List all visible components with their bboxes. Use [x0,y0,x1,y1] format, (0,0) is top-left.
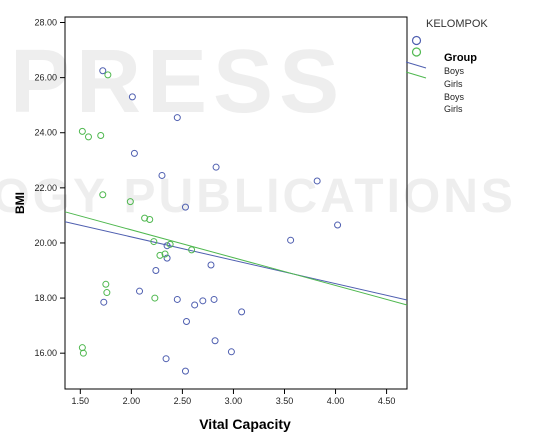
watermark-small: LOGY PUBLICATIONS [0,170,516,223]
point-girls [99,191,107,199]
x-axis: 1.50 2.00 2.50 3.00 3.50 4.00 4.50 [72,389,396,406]
point-boys [100,298,108,306]
x-axis-label: Vital Capacity [199,416,291,432]
plot-frame [64,16,408,390]
point-boys [313,177,321,185]
point-boys [212,163,220,171]
point-girls [103,289,111,297]
point-girls [161,250,169,258]
y-tick-label: 24.00 [34,128,57,138]
legend-entry-2: Girls [444,79,463,89]
fit-lines [64,211,408,306]
fit-line-girls [64,211,408,306]
point-girls [97,131,105,139]
y-tick-label: 28.00 [34,18,57,28]
point-boys [181,203,189,211]
y-tick-label: 26.00 [34,73,57,83]
point-boys [173,295,181,303]
point-boys [99,67,107,75]
point-girls [104,71,112,79]
x-tick-label: 1.50 [72,396,90,406]
point-girls [141,214,149,222]
x-tick-label: 4.50 [378,396,396,406]
point-girls [84,133,92,141]
point-boys [128,93,136,101]
legend-entry-1: Boys [444,66,465,76]
y-axis: 16.00 18.00 20.00 22.00 24.00 26.00 28.00 [34,18,65,358]
point-girls [78,127,86,135]
point-boys [207,261,215,269]
legend-entry-3: Boys [444,92,465,102]
legend-line-girls [405,71,427,79]
y-tick-label: 18.00 [34,293,57,303]
point-girls [102,280,110,288]
point-boys [181,367,189,375]
point-boys [199,297,207,305]
legend-line-boys [405,61,427,69]
x-tick-label: 2.50 [174,396,192,406]
point-boys [191,301,199,309]
watermark: PRESS LOGY PUBLICATIONS [0,32,516,223]
data-points [78,67,342,375]
point-boys [334,221,342,229]
point-girls [151,294,159,302]
point-girls [79,349,87,357]
x-tick-label: 4.00 [327,396,345,406]
point-girls [146,216,154,224]
point-boys [130,149,138,157]
legend-marker-boys [411,35,422,46]
point-girls [156,251,164,259]
point-boys [287,236,295,244]
y-axis-label: BMI [13,192,27,214]
fit-line-boys [64,221,408,301]
point-boys [136,287,144,295]
point-girls [188,246,196,254]
point-boys [211,337,219,345]
x-tick-label: 3.00 [225,396,243,406]
point-boys [152,267,160,275]
point-girls [126,198,134,206]
point-boys [227,348,235,356]
x-tick-label: 3.50 [276,396,294,406]
point-boys [182,317,190,325]
legend-entry-4: Girls [444,104,463,114]
point-girls [78,344,86,352]
legend-title: KELOMPOK [426,18,488,30]
point-boys [158,171,166,179]
point-boys [162,355,170,363]
legend-group-header: Group [444,52,477,64]
point-girls [166,240,174,248]
point-boys [210,295,218,303]
point-boys [173,114,181,122]
point-girls [150,238,158,246]
point-boys [238,308,246,316]
watermark-large: PRESS [10,32,345,132]
legend: KELOMPOK Group Boys Girls Boys Girls [405,18,488,114]
point-boys [163,254,171,262]
legend-marker-girls [411,47,422,57]
x-tick-label: 2.00 [123,396,141,406]
y-tick-label: 16.00 [34,348,57,358]
y-tick-label: 20.00 [34,238,57,248]
y-tick-label: 22.00 [34,183,57,193]
